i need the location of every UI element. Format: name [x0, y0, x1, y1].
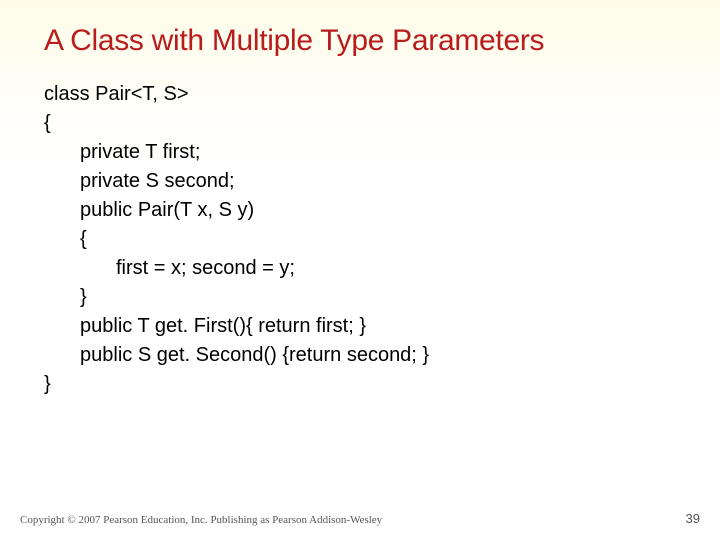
slide: A Class with Multiple Type Parameters cl…: [0, 0, 720, 540]
code-line: {: [44, 109, 676, 138]
code-line: public T get. First(){ return first; }: [44, 312, 676, 341]
code-line: }: [44, 370, 676, 399]
code-line: private T first;: [44, 138, 676, 167]
copyright-footer: Copyright © 2007 Pearson Education, Inc.…: [20, 514, 382, 526]
code-line: private S second;: [44, 167, 676, 196]
code-line: first = x; second = y;: [44, 254, 676, 283]
slide-title: A Class with Multiple Type Parameters: [44, 24, 676, 58]
code-line: {: [44, 225, 676, 254]
code-block: class Pair<T, S> { private T first; priv…: [44, 80, 676, 399]
code-line: public Pair(T x, S y): [44, 196, 676, 225]
code-line: }: [44, 283, 676, 312]
page-number: 39: [686, 511, 700, 526]
code-line: public S get. Second() {return second; }: [44, 341, 676, 370]
code-line: class Pair<T, S>: [44, 80, 676, 109]
